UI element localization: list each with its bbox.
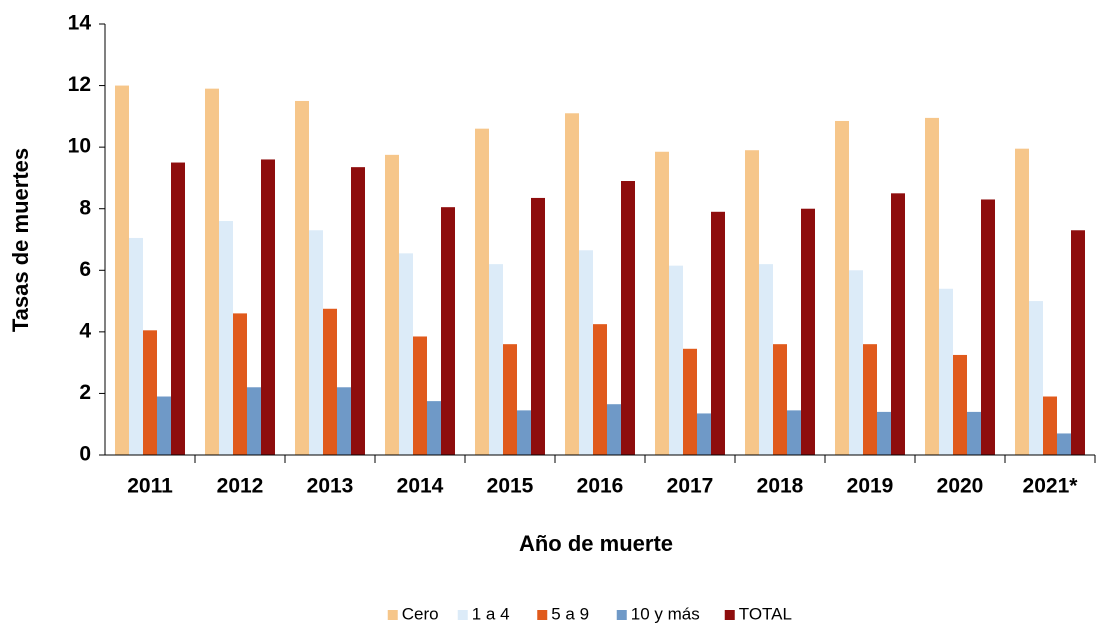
bar xyxy=(385,154,399,455)
bar xyxy=(323,308,337,455)
x-tick-label: 2018 xyxy=(757,475,804,498)
bar xyxy=(489,264,503,455)
bar xyxy=(247,387,261,455)
bar xyxy=(157,396,171,455)
x-tick-label: 2014 xyxy=(397,475,444,498)
legend-label: 1 a 4 xyxy=(472,604,510,623)
bar xyxy=(953,354,967,455)
x-tick-label: 2012 xyxy=(217,475,264,498)
bar xyxy=(475,128,489,455)
y-tick-label: 2 xyxy=(79,381,91,404)
bar xyxy=(413,336,427,455)
bar xyxy=(1071,230,1085,455)
bar xyxy=(759,264,773,455)
bar xyxy=(849,270,863,455)
bar xyxy=(773,344,787,455)
bar xyxy=(531,197,545,456)
bar xyxy=(607,404,621,455)
bar xyxy=(129,237,143,455)
bar xyxy=(565,113,579,456)
x-tick-label: 2020 xyxy=(937,475,984,498)
bar xyxy=(801,208,815,455)
bar xyxy=(309,230,323,455)
bar xyxy=(441,207,455,455)
bar xyxy=(399,253,413,455)
bar xyxy=(1015,148,1029,456)
bar xyxy=(219,221,233,455)
bar xyxy=(655,151,669,455)
legend-swatch xyxy=(616,610,627,620)
x-axis-title: Año de muerte xyxy=(519,531,673,556)
bar xyxy=(745,150,759,455)
bar xyxy=(863,344,877,455)
y-axis-title: Tasas de muertes xyxy=(8,148,33,332)
y-tick-label: 4 xyxy=(79,319,91,342)
legend-swatch xyxy=(387,610,398,620)
bar xyxy=(1057,433,1071,455)
y-tick-label: 0 xyxy=(79,443,91,466)
legend-label: TOTAL xyxy=(739,604,792,623)
bar xyxy=(517,410,531,455)
y-tick-label: 8 xyxy=(79,196,91,219)
bar xyxy=(205,88,219,456)
bar xyxy=(337,387,351,455)
bar xyxy=(233,313,247,455)
bar xyxy=(295,100,309,455)
bar xyxy=(1043,396,1057,455)
x-tick-label: 2021* xyxy=(1023,475,1079,498)
bar xyxy=(891,193,905,456)
bar xyxy=(579,250,593,455)
legend-label: 5 a 9 xyxy=(551,604,589,623)
y-tick-label: 10 xyxy=(68,135,91,158)
bar xyxy=(1029,301,1043,455)
bar xyxy=(427,401,441,455)
y-tick-label: 14 xyxy=(68,12,92,35)
bar xyxy=(981,199,995,455)
bar xyxy=(171,162,185,456)
legend-label: 10 y más xyxy=(631,604,700,623)
bar xyxy=(261,159,275,455)
bar xyxy=(669,265,683,455)
bar xyxy=(877,411,891,455)
bar xyxy=(593,324,607,455)
bar xyxy=(787,410,801,455)
bar xyxy=(967,411,981,455)
x-tick-label: 2017 xyxy=(667,475,714,498)
y-tick-label: 6 xyxy=(79,258,91,281)
legend-swatch xyxy=(457,610,468,620)
bar xyxy=(115,85,129,456)
x-tick-label: 2015 xyxy=(487,475,534,498)
bar xyxy=(939,288,953,455)
bar xyxy=(711,211,725,455)
legend-swatch xyxy=(724,610,735,620)
x-tick-label: 2011 xyxy=(127,475,173,498)
x-tick-label: 2013 xyxy=(307,475,354,498)
y-tick-label: 12 xyxy=(68,73,91,96)
legend-label: Cero xyxy=(402,604,439,623)
bar xyxy=(503,344,517,455)
bar xyxy=(835,120,849,455)
bar xyxy=(697,413,711,455)
bar xyxy=(351,167,365,455)
x-tick-label: 2019 xyxy=(847,475,894,498)
bar xyxy=(143,330,157,455)
bar xyxy=(683,348,697,455)
x-tick-label: 2016 xyxy=(577,475,624,498)
legend-swatch xyxy=(537,610,548,620)
bar xyxy=(621,181,635,455)
bar xyxy=(925,117,939,456)
